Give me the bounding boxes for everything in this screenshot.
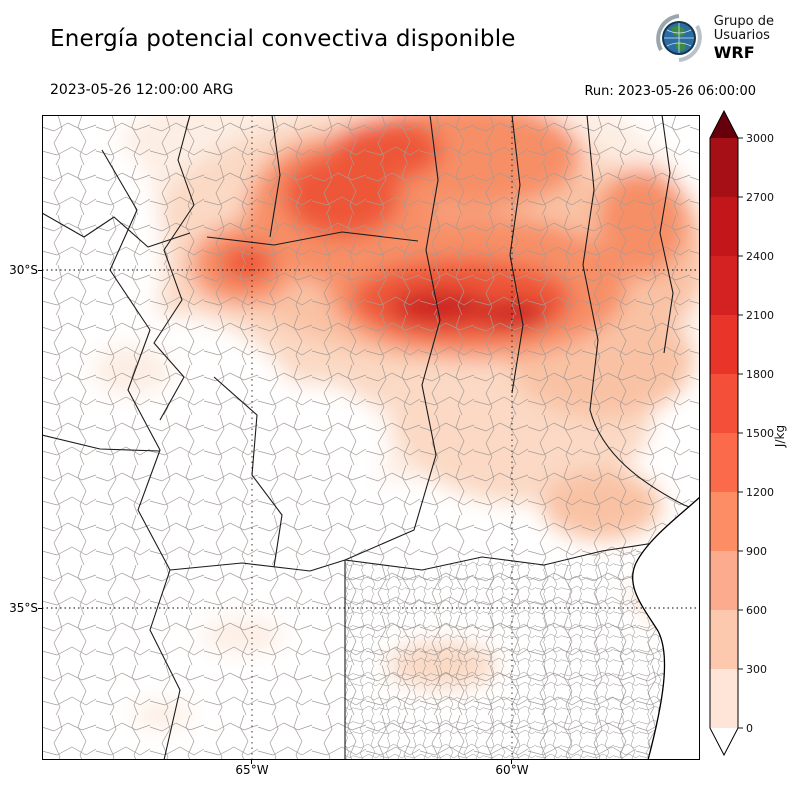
colorbar-segment (710, 492, 738, 551)
wrf-logo: Grupo de Usuarios WRF (653, 12, 774, 64)
rio-de-la-plata-water (632, 497, 700, 760)
axis-tick-65w (251, 760, 252, 764)
logo-line-2: Usuarios (713, 28, 770, 44)
cbar-tick-label: 900 (746, 545, 767, 558)
colorbar-segment (710, 610, 738, 669)
axis-tick-30s (38, 270, 42, 271)
colorbar-segment (710, 197, 738, 256)
valid-time-label: 2023-05-26 12:00:00 ARG (50, 82, 234, 98)
run-time-label: Run: 2023-05-26 06:00:00 (584, 84, 756, 99)
lat-label-35s: 35°S (9, 601, 38, 615)
colorbar-segment (710, 256, 738, 315)
cbar-tick-label: 2700 (746, 191, 774, 204)
cbar-tick-label: 2100 (746, 309, 774, 322)
colorbar-over-arrow (710, 111, 738, 138)
graticule (42, 115, 700, 760)
cbar-tick-label: 300 (746, 663, 767, 676)
colorbar-segment (710, 374, 738, 433)
cbar-tick-label: 3000 (746, 132, 774, 145)
colorbar-unit-label: J/kg (773, 425, 787, 448)
colorbar-segment (710, 433, 738, 492)
page-title: Energía potencial convectiva disponible (50, 26, 516, 52)
cbar-tick-label: 2400 (746, 250, 774, 263)
colorbar-tick-labels: 3000 2700 2400 2100 1800 1500 1200 900 6… (746, 132, 774, 735)
logo-line-3: WRF (713, 42, 755, 62)
lat-label-30s: 30°S (9, 263, 38, 277)
colorbar: 3000 2700 2400 2100 1800 1500 1200 900 6… (709, 110, 787, 757)
lon-label-65w: 65°W (235, 763, 269, 777)
logo-line-1: Grupo de (713, 13, 774, 29)
lon-label-60w: 60°W (495, 763, 529, 777)
colorbar-under-arrow (710, 728, 738, 755)
colorbar-segment (710, 669, 738, 728)
cbar-tick-label: 1800 (746, 368, 774, 381)
globe-icon (655, 14, 702, 62)
cbar-tick-label: 600 (746, 604, 767, 617)
colorbar-ticks (738, 137, 743, 729)
cape-map (42, 115, 700, 760)
cbar-tick-label: 0 (746, 722, 753, 735)
cbar-tick-label: 1500 (746, 427, 774, 440)
coastline (631, 496, 700, 760)
axis-tick-35s (38, 608, 42, 609)
cbar-tick-label: 1200 (746, 486, 774, 499)
map-frame (42, 115, 700, 760)
province-borders (42, 115, 700, 760)
colorbar-segment (710, 315, 738, 374)
colorbar-segment (710, 138, 738, 197)
logo-text: Grupo de Usuarios WRF (713, 13, 774, 62)
colorbar-segment (710, 551, 738, 610)
axis-tick-60w (511, 760, 512, 764)
